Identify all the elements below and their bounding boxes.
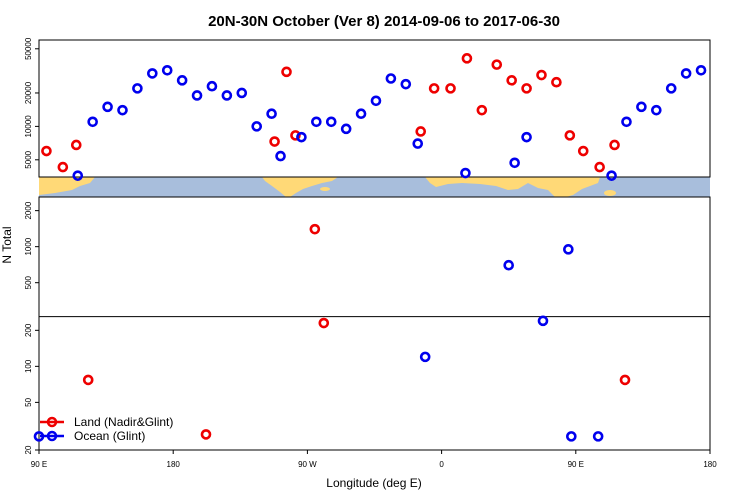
x-tick-label: 90 E	[568, 460, 584, 469]
ocean-point	[460, 167, 471, 179]
y-axis-label: N Total	[0, 226, 14, 263]
land-point	[445, 83, 456, 94]
x-axis: 90 E 180 90 W 0 90 E 180	[31, 450, 717, 469]
upper-panel-frame	[38, 39, 711, 178]
ocean-point	[176, 75, 188, 86]
y-tick-label-lower: 50	[24, 397, 33, 406]
y-axis-upper: 5000 10000 20000 50000	[24, 37, 39, 169]
ocean-point	[191, 90, 203, 101]
land-point	[82, 374, 94, 386]
ocean-point	[311, 116, 322, 128]
ocean-point	[651, 104, 662, 116]
land-point	[619, 374, 631, 386]
ocean-point	[636, 101, 647, 113]
y-axis-lower: 20 50 100 200 500 1000 2000	[24, 201, 39, 454]
land-point	[609, 139, 620, 151]
land-point	[461, 53, 473, 64]
ocean-point	[606, 170, 617, 181]
ocean-point	[296, 131, 307, 143]
ocean-point	[102, 101, 113, 113]
ocean-point	[695, 65, 707, 76]
y-tick-label-upper: 20000	[24, 81, 33, 104]
ocean-point	[521, 131, 532, 143]
land-point	[318, 317, 330, 329]
land-point	[521, 83, 532, 94]
ocean-point	[236, 87, 248, 99]
land-point	[577, 145, 589, 157]
x-tick-label: 90 W	[298, 460, 317, 469]
ocean-point	[355, 108, 367, 120]
land-point	[281, 66, 292, 78]
land-point	[415, 126, 427, 137]
ocean-point	[117, 104, 128, 116]
ocean-point	[340, 123, 352, 135]
ocean-point	[251, 121, 263, 132]
x-tick-label: 180	[703, 460, 717, 469]
land-point	[491, 59, 503, 70]
land-point	[41, 145, 52, 157]
ocean-point	[592, 431, 604, 442]
ocean-point	[680, 68, 692, 79]
x-axis-label: Longitude (deg E)	[326, 476, 421, 490]
ocean-point	[385, 73, 397, 84]
ocean-point	[132, 83, 143, 94]
land-point	[269, 136, 280, 147]
ocean-point	[419, 351, 431, 363]
ocean-point	[566, 431, 577, 442]
ocean-point	[221, 90, 233, 101]
legend-label-land: Land (Nadir&Glint)	[74, 415, 173, 429]
ocean-point	[325, 116, 337, 128]
land-point	[506, 75, 517, 86]
y-tick-label-upper: 50000	[24, 37, 33, 60]
x-tick-label: 0	[439, 460, 444, 469]
land-point	[536, 69, 547, 81]
land-point	[428, 83, 440, 94]
x-tick-label: 180	[167, 460, 181, 469]
ocean-point	[400, 78, 412, 90]
ocean-point	[206, 80, 218, 92]
data-points	[33, 53, 707, 442]
y-tick-label-lower: 2000	[24, 201, 33, 219]
land-point	[290, 130, 301, 141]
land-point	[57, 161, 69, 173]
land-point	[200, 429, 212, 440]
ocean-point	[147, 68, 158, 79]
ocean-point	[412, 138, 424, 149]
lower-panel-frame	[38, 196, 711, 451]
legend-label-ocean: Ocean (Glint)	[74, 429, 145, 443]
ocean-point	[275, 150, 286, 162]
legend-marker-land	[46, 416, 58, 428]
land-point	[594, 161, 605, 173]
ocean-point	[370, 95, 382, 107]
world-map-strip	[39, 177, 710, 197]
ocean-point	[665, 83, 677, 94]
y-tick-label-lower: 200	[24, 323, 33, 337]
y-tick-label-lower: 100	[24, 359, 33, 373]
ocean-point	[621, 116, 632, 128]
ocean-point	[72, 170, 84, 181]
land-point	[564, 130, 576, 141]
land-point	[309, 223, 321, 235]
land-point	[70, 139, 82, 151]
y-tick-label-upper: 5000	[24, 150, 33, 168]
chart-title: 20N-30N October (Ver 8) 2014-09-06 to 20…	[208, 13, 560, 30]
land-point	[476, 104, 488, 116]
land-point	[551, 76, 562, 88]
ocean-point	[266, 108, 277, 120]
ocean-point	[563, 244, 574, 255]
ocean-point	[161, 65, 173, 76]
y-tick-label-upper: 10000	[24, 115, 33, 138]
legend: Land (Nadir&Glint) Ocean (Glint)	[40, 415, 173, 443]
ocean-point	[537, 315, 549, 327]
ocean-point	[509, 157, 520, 169]
x-tick-label: 90 E	[31, 460, 47, 469]
legend-marker-ocean	[46, 430, 58, 442]
y-tick-label-lower: 500	[24, 275, 33, 289]
y-tick-label-lower: 1000	[24, 237, 33, 255]
ocean-point	[503, 259, 515, 271]
ocean-point	[87, 116, 98, 128]
y-tick-label-lower: 20	[24, 445, 33, 454]
